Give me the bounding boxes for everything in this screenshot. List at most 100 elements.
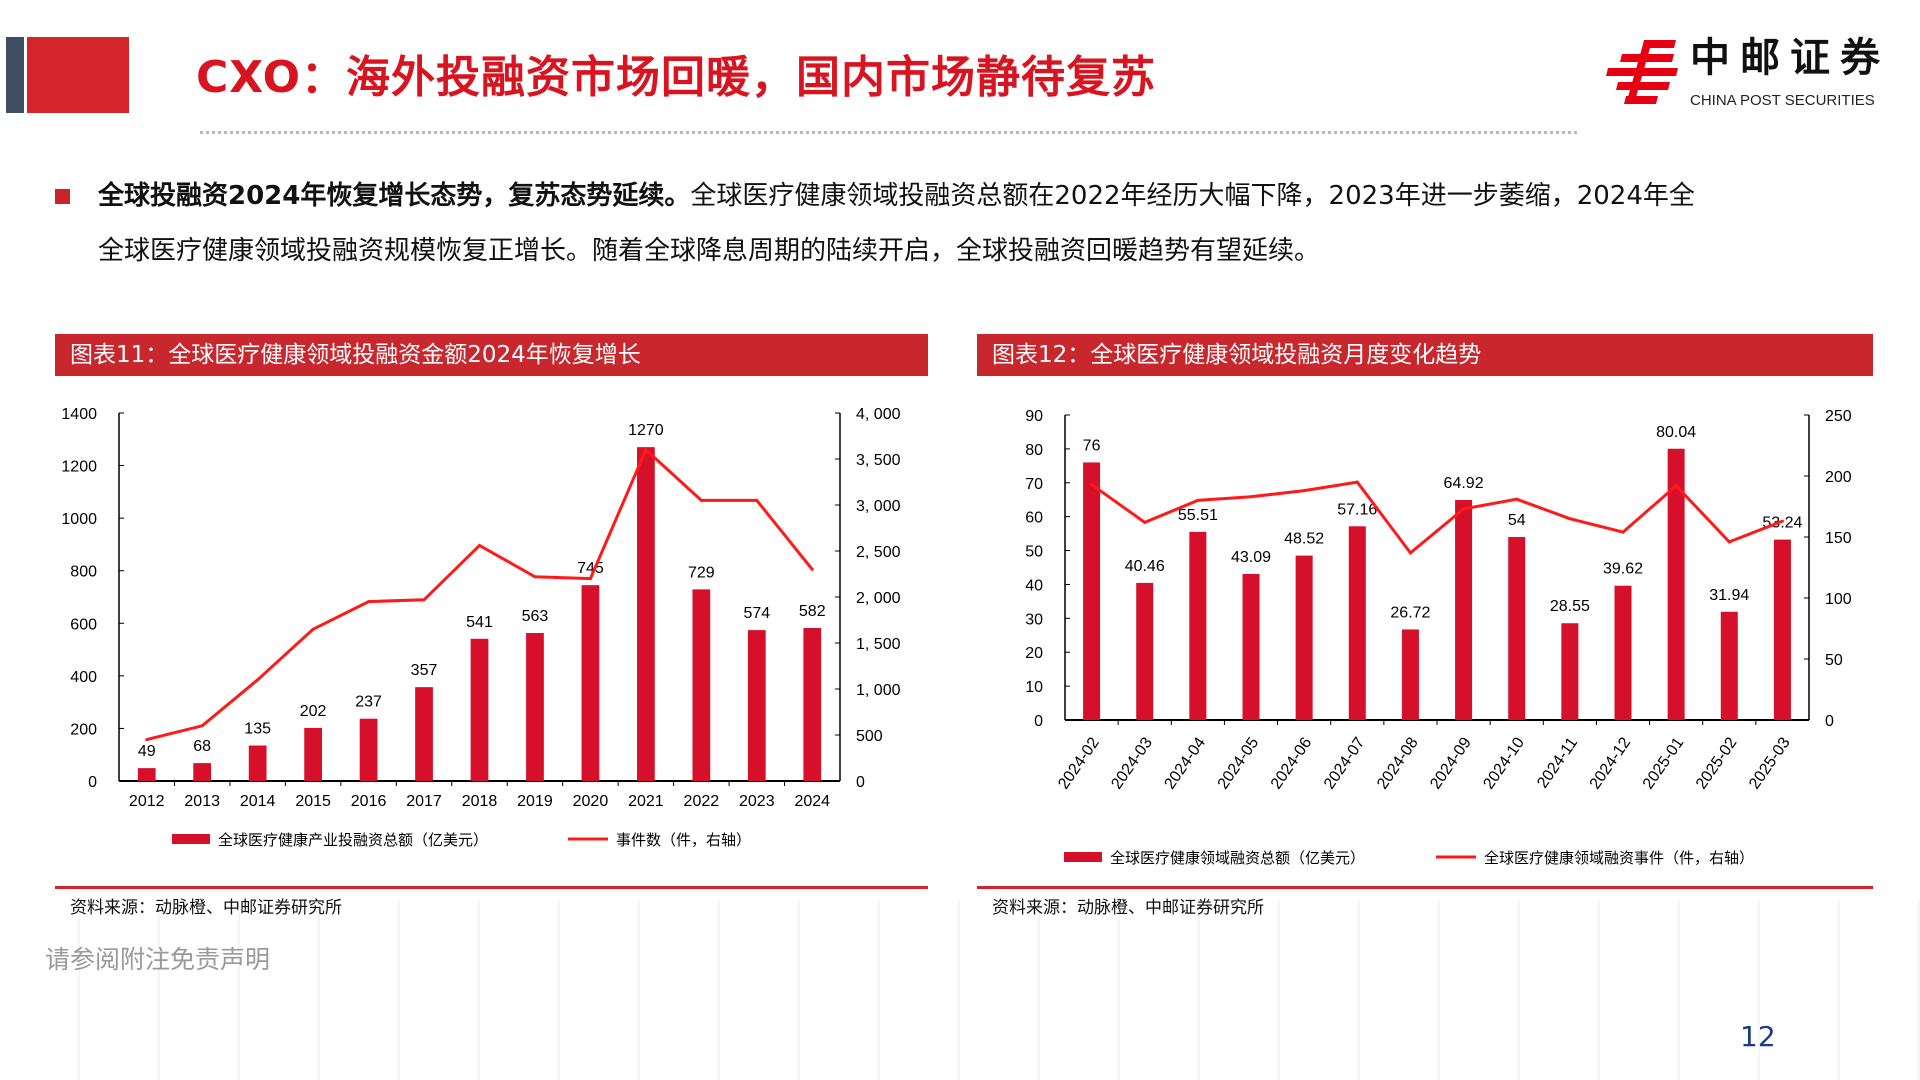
chart11-bar [526,633,544,781]
chart11-y2-tick-label: 1, 000 [856,682,901,699]
chart11-bar [193,763,212,781]
chart11-bar-label: 563 [522,608,549,625]
chart12-bar [1508,537,1526,720]
chart11-bar-label: 357 [411,662,438,679]
chart11-y-tick-label: 400 [70,669,97,686]
chart12-y2-tick-label: 150 [1825,530,1852,547]
chart12-bar-label: 64.92 [1444,475,1484,492]
chart11-y-tick-label: 800 [70,564,97,581]
china-post-logo-icon [1606,40,1678,104]
title-divider [200,131,1577,134]
logo-text-en: CHINA POST SECURITIES [1690,92,1875,109]
chart11-bar-label: 49 [138,743,156,760]
chart11-legend-line-label: 事件数（件，右轴） [616,832,751,849]
chart12-y-tick-label: 50 [1025,544,1043,561]
chart12-legend-bar-swatch [1064,852,1102,862]
logo-text-cn: 中邮证券 [1690,35,1890,81]
chart11-bar [803,628,822,781]
chart12-y-tick-label: 0 [1034,713,1043,730]
chart12-x-tick-label: 2024-03 [1108,734,1156,792]
chart12-line-series [1090,480,1783,556]
body-paragraph-line2: 全球医疗健康领域投融资规模恢复正增长。随着全球降息周期的陆续开启，全球投融资回暖… [98,236,1321,266]
chart12-bar [1348,526,1366,720]
chart11-y2-tick-label: 2, 500 [856,544,901,561]
chart11-bar [415,687,433,781]
chart11-bar [692,589,711,781]
chart11-bar [581,585,600,781]
header-accent-gray [6,37,24,113]
chart12-x-tick-label: 2024-06 [1268,734,1316,792]
chart11-bar-label: 202 [300,703,327,720]
chart12-y-tick-label: 90 [1025,408,1043,425]
chart11-x-tick-label: 2018 [462,793,498,810]
page-title: CXO：海外投融资市场回暖，国内市场静待复苏 [196,52,1157,103]
chart12-bar-label: 76 [1083,437,1101,454]
chart11-y2-tick-label: 500 [856,728,883,745]
company-logo: 中邮证券 CHINA POST SECURITIES [1604,36,1904,116]
chart12-bar [1720,611,1738,720]
chart11-x-tick-label: 2014 [240,793,276,810]
chart11-bar-label: 237 [355,694,382,711]
chart12-header: 图表12：全球医疗健康领域投融资月度变化趋势 [977,334,1873,376]
chart12-x-tick-label: 2024-04 [1162,734,1210,792]
chart12-legend-line-label: 全球医疗健康领域融资事件（件，右轴） [1484,849,1754,867]
chart11-y-tick-label: 0 [88,774,97,791]
chart11-x-tick-label: 2024 [794,793,830,810]
chart12-x-tick-label: 2025-03 [1746,734,1794,792]
background-grid [0,900,1920,1080]
chart12-x-tick-label: 2024-02 [1055,734,1103,792]
chart11-bar-label: 574 [743,605,770,622]
chart12-bar [1295,555,1313,720]
chart11-bar-label: 745 [577,560,604,577]
chart11-bar-label: 135 [244,721,271,738]
chart12-y2-tick-label: 250 [1825,408,1852,425]
chart11-bar-label: 729 [688,564,715,581]
chart12-bar-label: 57.16 [1337,501,1377,518]
chart12-y-tick-label: 30 [1025,611,1043,628]
chart12-x-tick-label: 2024-05 [1215,734,1263,792]
chart12-bar [1614,585,1632,720]
chart11-y2-tick-label: 3, 000 [856,498,901,515]
chart12-x-tick-label: 2024-11 [1534,734,1581,791]
chart12-x-tick-label: 2024-07 [1321,734,1369,792]
chart12-x-tick-label: 2025-01 [1640,734,1688,792]
chart12-source: 资料来源：动脉橙、中邮证券研究所 [992,898,1264,918]
chart11-y2-tick-label: 4, 000 [856,406,901,423]
chart11-divider [55,886,928,889]
chart12-y-tick-label: 10 [1025,679,1043,696]
chart11-bar [470,638,489,781]
chart11-x-tick-label: 2019 [517,793,553,810]
chart12-y2-tick-label: 0 [1825,713,1834,730]
chart11-bar-label: 582 [799,603,826,620]
chart12-y2-tick-label: 100 [1825,591,1852,608]
chart11-y-tick-label: 600 [70,616,97,633]
chart12-y-tick-label: 70 [1025,476,1043,493]
chart11-y2-tick-label: 3, 500 [856,452,901,469]
chart11-x-tick-label: 2015 [295,793,331,810]
chart12-y2-tick-label: 50 [1825,652,1843,669]
chart11-bar [304,727,322,781]
chart11-x-tick-label: 2016 [351,793,387,810]
chart12-bar-label: 54 [1508,512,1526,529]
chart11-legend-bar-label: 全球医疗健康产业投融资总额（亿美元） [218,831,488,849]
chart12-bar-label: 53.24 [1762,515,1802,532]
chart11-y-tick-label: 1400 [61,406,97,423]
chart12-bar-label: 28.55 [1550,598,1590,615]
chart12-bar [1773,539,1791,720]
chart12-bar [1189,531,1207,720]
chart12-bar [1455,499,1473,720]
chart11-y-tick-label: 200 [70,721,97,738]
chart11-x-tick-label: 2023 [739,793,775,810]
page-number: 12 [1740,1020,1776,1053]
disclaimer: 请参阅附注免责声明 [45,945,271,974]
chart12-bar-label: 55.51 [1178,507,1218,524]
chart12-bar-label: 48.52 [1284,531,1324,548]
chart12-bar-label: 40.46 [1125,558,1165,575]
chart11-line-series [146,447,814,742]
chart11-bar [248,745,267,781]
chart12-legend-bar-label: 全球医疗健康领域融资总额（亿美元） [1110,849,1365,867]
chart12-bar [1401,629,1419,720]
chart12-x-tick-label: 2024-12 [1587,734,1635,792]
chart12-y-tick-label: 40 [1025,577,1043,594]
